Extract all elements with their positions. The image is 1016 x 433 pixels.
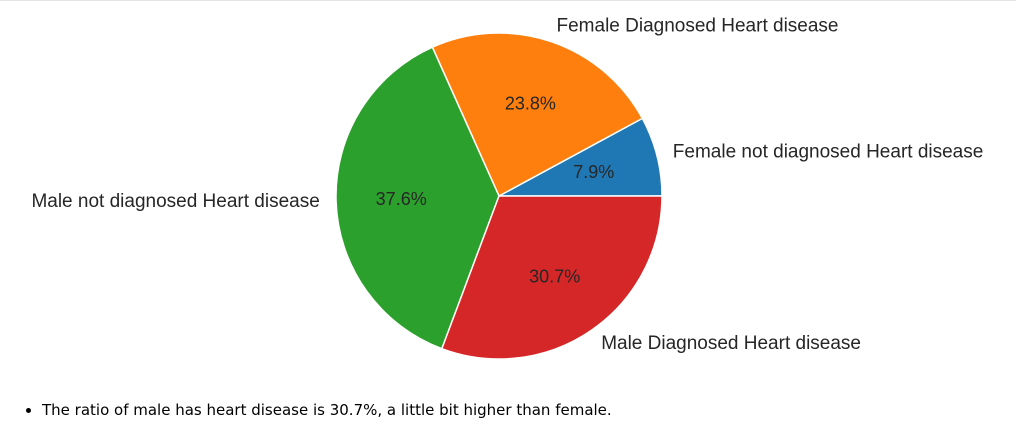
pie-percent-label: 23.8% [505, 93, 556, 113]
pie-percent-label: 30.7% [529, 266, 580, 286]
pie-percent-label: 37.6% [376, 189, 427, 209]
pie-slice-male-diagnosed-heart-disease [441, 195, 663, 360]
pie-percent-label: 7.9% [573, 162, 614, 182]
pie-category-label: Male not diagnosed Heart disease [31, 191, 319, 212]
notes-list: The ratio of male has heart disease is 3… [0, 396, 612, 424]
top-divider [0, 0, 1016, 1]
pie-slice-male-not-diagnosed-heart-disease [335, 46, 500, 350]
pie-chart: 7.9% Female not diagnosed Heart disease 23… [31, 16, 984, 360]
pie-category-label: Female Diagnosed Heart disease [557, 16, 839, 37]
pie-category-label: Male Diagnosed Heart disease [601, 333, 861, 354]
pie-slice-female-diagnosed-heart-disease [431, 32, 644, 197]
note-item: The ratio of male has heart disease is 3… [42, 396, 612, 424]
pie-category-label: Female not diagnosed Heart disease [673, 142, 984, 163]
